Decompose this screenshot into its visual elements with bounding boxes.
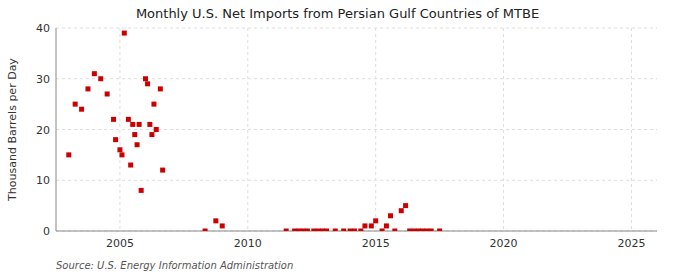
point [292, 229, 297, 232]
point [284, 229, 289, 232]
x-tick-label: 2010 [234, 237, 262, 250]
x-tick-label: 2005 [106, 237, 134, 250]
point [220, 223, 225, 228]
points [66, 31, 442, 231]
y-tick-label: 10 [36, 174, 50, 187]
point [403, 203, 408, 208]
point [139, 188, 144, 193]
point [429, 229, 434, 232]
point [358, 229, 363, 232]
point [437, 229, 442, 232]
point [373, 218, 378, 223]
point [137, 122, 142, 127]
grid-line-y [56, 28, 657, 29]
point [333, 229, 338, 232]
point [149, 132, 154, 137]
point [352, 229, 357, 232]
point [73, 102, 78, 107]
point [296, 229, 301, 232]
point [388, 213, 393, 218]
point [380, 229, 385, 232]
point [122, 31, 127, 36]
grid-line-x [375, 28, 376, 231]
point [119, 152, 124, 157]
title: Monthly U.S. Net Imports from Persian Gu… [136, 6, 539, 21]
point [79, 107, 84, 112]
point [135, 142, 140, 147]
point [392, 229, 397, 232]
grid-line-x [631, 28, 632, 231]
point [399, 208, 404, 213]
point [158, 86, 163, 91]
grid [56, 28, 657, 231]
point [324, 229, 329, 232]
point [154, 127, 159, 132]
y-tick-label: 40 [36, 22, 50, 35]
point [213, 218, 218, 223]
grid-line-y [56, 180, 657, 181]
point [117, 147, 122, 152]
point [105, 91, 110, 96]
point [305, 229, 310, 232]
point [412, 229, 417, 232]
point [147, 122, 152, 127]
x-tick-label: 2020 [490, 237, 518, 250]
point [151, 102, 156, 107]
point [132, 132, 137, 137]
point [113, 137, 118, 142]
point [407, 229, 412, 232]
x-tick-label: 2015 [362, 237, 390, 250]
point [384, 223, 389, 228]
point [348, 229, 353, 232]
grid-line-y [56, 129, 657, 130]
x-tick-label: 2025 [617, 237, 645, 250]
point [128, 163, 133, 168]
point [311, 229, 316, 232]
y-tick-label: 20 [36, 124, 50, 137]
point [85, 86, 90, 91]
point [341, 229, 346, 232]
y-tick-label: 30 [36, 73, 50, 86]
point [145, 81, 150, 86]
point [424, 229, 429, 232]
grid-line-x [119, 28, 120, 231]
point [111, 117, 116, 122]
point [130, 122, 135, 127]
source-note: Source: U.S. Energy Information Administ… [56, 260, 293, 271]
chart: 0 10 20 30 40 2005 2010 2015 2020 2025 Thousand Ba… [0, 0, 675, 275]
y-axis-line [56, 28, 57, 231]
point [316, 229, 321, 232]
point [66, 152, 71, 157]
point [420, 229, 425, 232]
point [203, 229, 208, 232]
y-tick-label: 0 [43, 225, 50, 238]
grid-line-x [503, 28, 504, 231]
y-axis-label: Thousand Barrels per Day [6, 58, 19, 202]
point [160, 168, 165, 173]
point [98, 76, 103, 81]
point [369, 223, 374, 228]
point [362, 223, 367, 228]
grid-line-x [247, 28, 248, 231]
point [126, 117, 131, 122]
point [143, 76, 148, 81]
point [92, 71, 97, 76]
